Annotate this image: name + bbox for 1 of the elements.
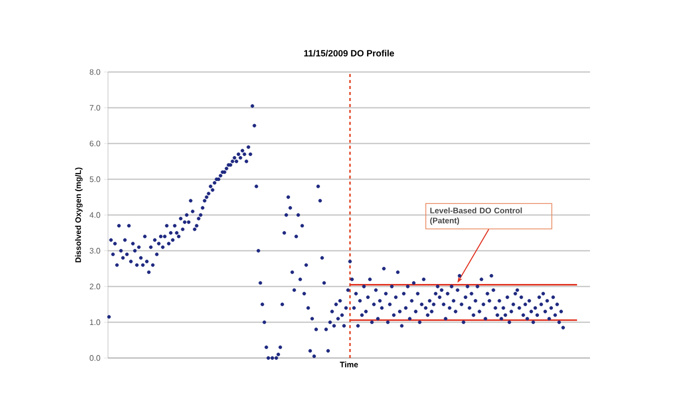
chart-title: 11/15/2009 DO Profile xyxy=(304,50,394,57)
